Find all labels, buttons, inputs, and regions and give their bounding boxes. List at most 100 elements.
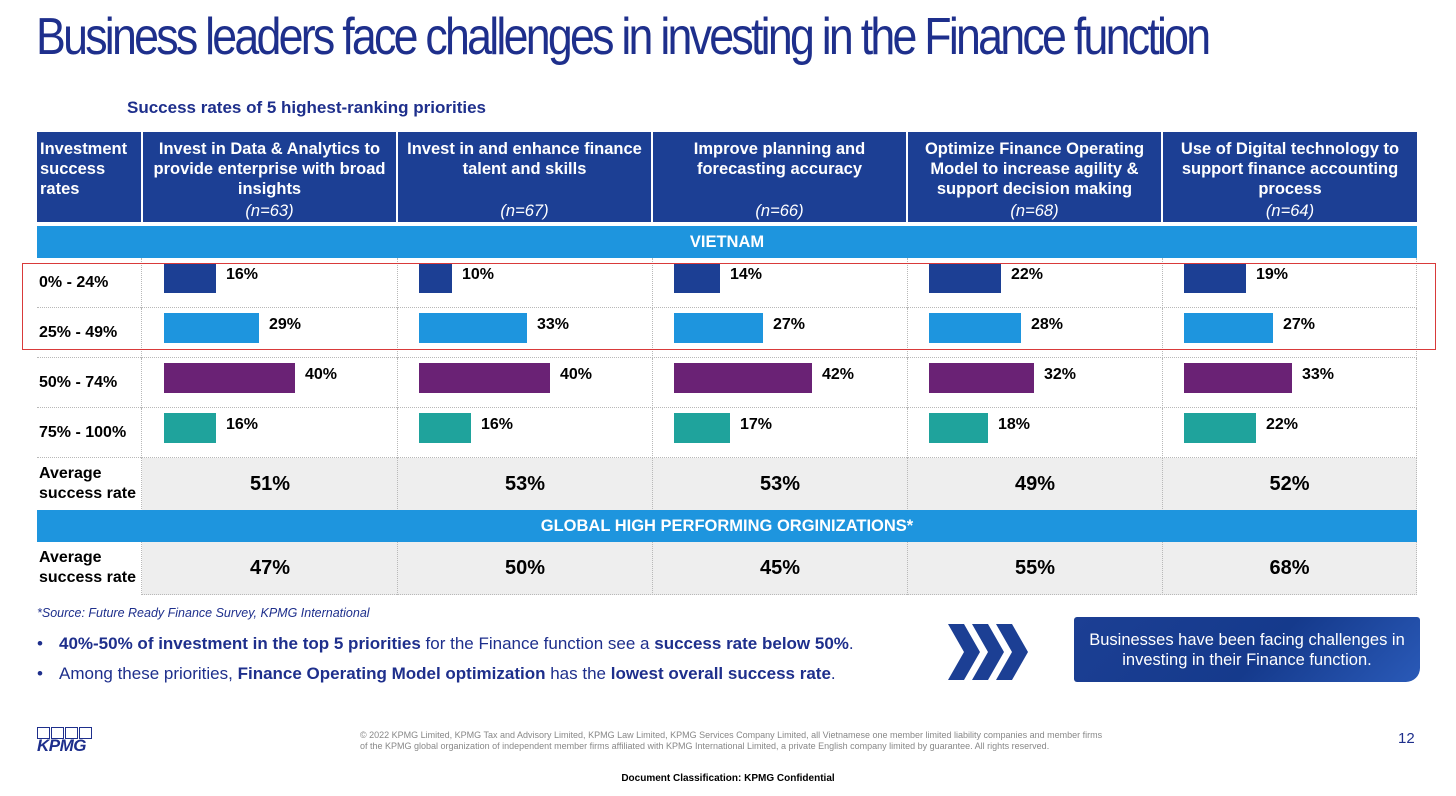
column-header-label: Optimize Finance Operating Model to incr… [924, 140, 1145, 198]
average-value: 49% [908, 458, 1163, 511]
bar-row: 25% - 49% 29% 33% 27% 28% 27% [37, 308, 1417, 358]
bullet-item: 40%-50% of investment in the top 5 prior… [37, 632, 854, 662]
data-label: 29% [269, 316, 302, 333]
kpmg-logo: KPMG [37, 727, 97, 755]
average-label: Average success rate [37, 542, 142, 595]
data-label: 22% [1266, 416, 1299, 433]
data-label: 40% [560, 366, 593, 383]
copyright-line: © 2022 KPMG Limited, KPMG Tax and Adviso… [360, 730, 1103, 740]
bullet-text-bold: success rate below 50% [654, 634, 849, 653]
column-sample-size: (n=66) [755, 202, 804, 220]
average-value: 55% [908, 542, 1163, 595]
average-value: 52% [1163, 458, 1417, 511]
bar [1184, 313, 1273, 343]
bar-cell: 32% [908, 358, 1163, 408]
column-header: Invest in Data & Analytics to provide en… [143, 132, 396, 222]
bar [674, 313, 763, 343]
bar-cell: 16% [398, 408, 653, 458]
column-sample-size: (n=63) [245, 202, 294, 220]
row-header-cell: Investment success rates [37, 132, 141, 222]
bar-cell: 33% [1163, 358, 1417, 408]
bar [419, 363, 550, 393]
bar-cell: 33% [398, 308, 653, 358]
bar [674, 263, 720, 293]
bar [929, 263, 1001, 293]
average-value: 50% [398, 542, 653, 595]
bar-cell: 16% [143, 258, 398, 308]
bar [929, 413, 988, 443]
page-number: 12 [1398, 730, 1415, 747]
column-sample-size: (n=64) [1265, 202, 1315, 220]
bar-cell: 29% [143, 308, 398, 358]
bar [419, 313, 527, 343]
bar [1184, 363, 1292, 393]
page-title: Business leaders face challenges in inve… [36, 8, 1211, 66]
bar [929, 363, 1034, 393]
data-label: 19% [1256, 266, 1289, 283]
column-header: Improve planning and forecasting accurac… [653, 132, 906, 222]
bar-cell: 42% [653, 358, 908, 408]
bar-cell: 40% [398, 358, 653, 408]
bar [674, 413, 730, 443]
bar-cell: 22% [908, 258, 1163, 308]
bullet-text: . [848, 634, 854, 653]
data-label: 22% [1011, 266, 1044, 283]
data-label: 27% [773, 316, 806, 333]
bar-row: 0% - 24% 16% 10% 14% 22% 19% [37, 258, 1417, 308]
bar [164, 413, 216, 443]
data-label: 42% [822, 366, 855, 383]
bullet-text-bold: lowest overall success rate [610, 664, 831, 683]
bar [164, 363, 295, 393]
average-value: 68% [1163, 542, 1417, 595]
global-average-row: Average success rate 47% 50% 45% 55% 68% [37, 542, 1417, 595]
table-header-row: Investment success rates Invest in Data … [37, 132, 1417, 222]
bar [164, 263, 216, 293]
data-label: 16% [481, 416, 514, 433]
global-band: GLOBAL HIGH PERFORMING ORGINIZATIONS* [37, 510, 1417, 542]
column-sample-size: (n=68) [1010, 202, 1059, 220]
bar-cell: 22% [1163, 408, 1417, 458]
column-header: Invest in and enhance finance talent and… [398, 132, 651, 222]
bar [419, 263, 452, 293]
bullet-text: has the [545, 664, 611, 683]
column-header-label: Improve planning and forecasting accurac… [693, 140, 866, 178]
data-label: 16% [226, 416, 259, 433]
average-value: 47% [143, 542, 398, 595]
data-label: 18% [998, 416, 1031, 433]
average-value: 45% [653, 542, 908, 595]
average-value: 51% [143, 458, 398, 511]
row-label: 25% - 49% [37, 308, 142, 358]
bar [1184, 413, 1256, 443]
column-header: Optimize Finance Operating Model to incr… [908, 132, 1161, 222]
data-label: 40% [305, 366, 338, 383]
chevrons-icon [948, 624, 1028, 680]
copyright-text: © 2022 KPMG Limited, KPMG Tax and Adviso… [360, 730, 1140, 752]
average-label: Average success rate [37, 458, 142, 511]
bar [929, 313, 1021, 343]
data-label: 16% [226, 266, 259, 283]
bar-cell: 17% [653, 408, 908, 458]
row-label: 75% - 100% [37, 408, 142, 458]
bar-cell: 27% [1163, 308, 1417, 358]
row-label: 50% - 74% [37, 358, 142, 408]
bullet-text: Among these priorities, [59, 664, 238, 683]
bar [674, 363, 812, 393]
logo-text: KPMG [37, 736, 87, 755]
average-value: 53% [398, 458, 653, 511]
bar-cell: 27% [653, 308, 908, 358]
data-label: 33% [1302, 366, 1335, 383]
bar-cell: 40% [143, 358, 398, 408]
bar-cell: 10% [398, 258, 653, 308]
bullet-text: . [830, 664, 836, 683]
bullet-text-bold: 40%-50% of investment in the top 5 prior… [59, 634, 421, 653]
data-label: 10% [462, 266, 495, 283]
data-label: 33% [537, 316, 570, 333]
bar-cell: 18% [908, 408, 1163, 458]
bullet-item: Among these priorities, Finance Operatin… [37, 662, 854, 692]
bar-row: 75% - 100% 16% 16% 17% 18% 22% [37, 408, 1417, 458]
column-header-label: Use of Digital technology to support fin… [1180, 140, 1400, 198]
key-findings: 40%-50% of investment in the top 5 prior… [37, 632, 854, 692]
bar [419, 413, 471, 443]
bar-cell: 14% [653, 258, 908, 308]
bar-cell: 16% [143, 408, 398, 458]
